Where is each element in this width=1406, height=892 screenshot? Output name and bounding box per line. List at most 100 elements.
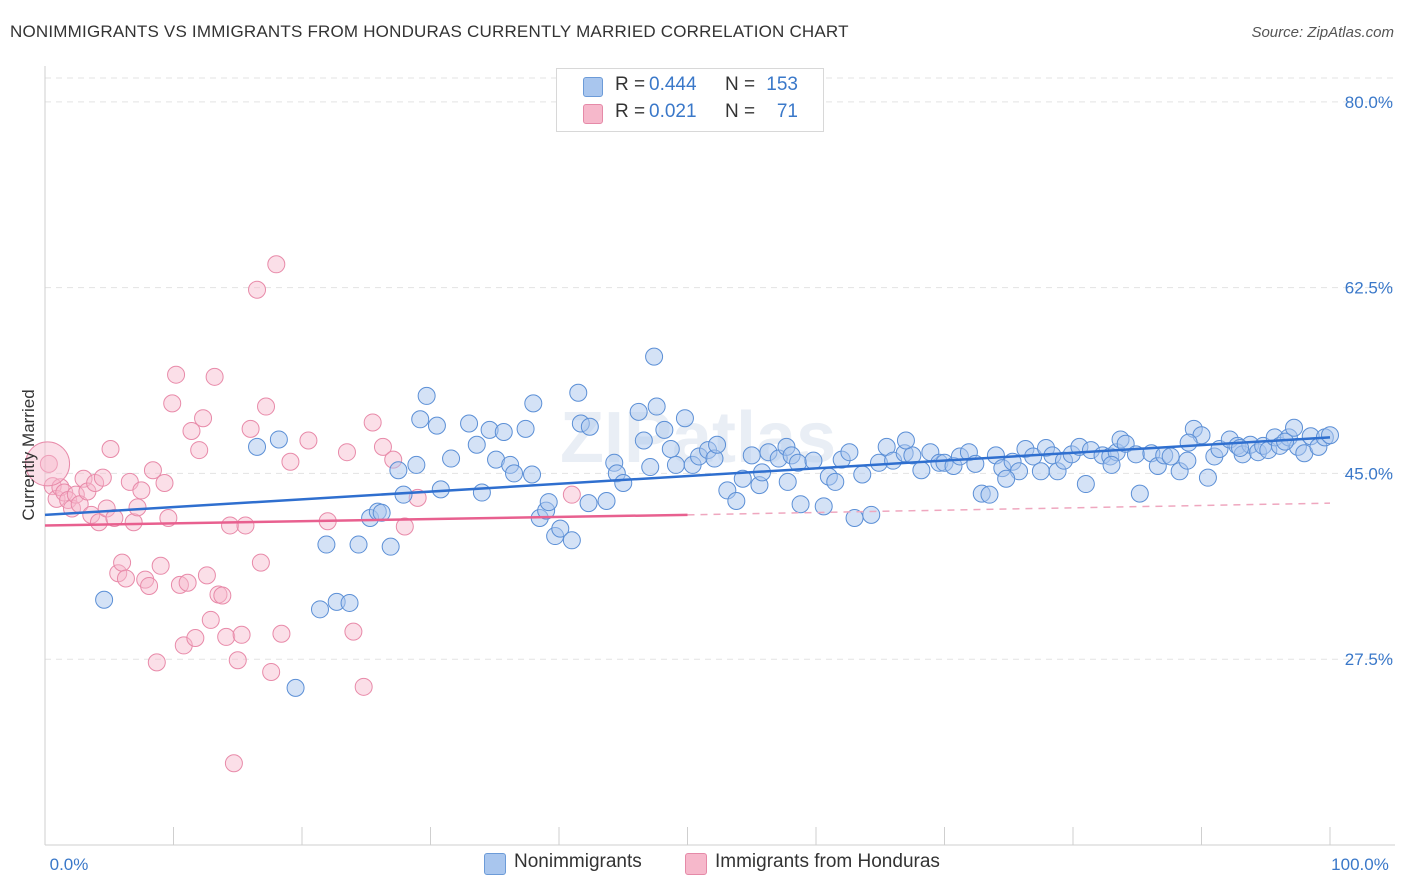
data-point-honduras xyxy=(267,255,286,274)
data-point-nonimmigrant xyxy=(569,383,588,402)
trend-line-honduras xyxy=(44,513,688,527)
data-point-honduras xyxy=(363,413,382,432)
stats-legend: R = 0.444 N = 153 R = 0.021 N = 71 xyxy=(556,68,824,132)
bottom-legend-label-honduras: Immigrants from Honduras xyxy=(715,851,940,872)
data-point-nonimmigrant xyxy=(551,519,570,538)
data-point-nonimmigrant xyxy=(791,495,810,514)
data-point-nonimmigrant xyxy=(372,503,391,522)
bottom-legend-label-nonimmigrants: Nonimmigrants xyxy=(514,851,642,872)
chart-title: NONIMMIGRANTS VS IMMIGRANTS FROM HONDURA… xyxy=(10,22,849,41)
data-point-nonimmigrant xyxy=(389,461,408,480)
data-point-nonimmigrant xyxy=(742,446,761,465)
trend-line-honduras-extrapolated xyxy=(687,502,1331,516)
data-point-nonimmigrant xyxy=(1198,468,1217,487)
data-point-honduras xyxy=(128,498,147,517)
data-point-nonimmigrant xyxy=(862,505,881,524)
data-point-nonimmigrant xyxy=(645,347,664,366)
data-point-honduras xyxy=(155,473,174,492)
data-point-nonimmigrant xyxy=(666,455,685,474)
data-point-nonimmigrant xyxy=(634,431,653,450)
data-point-honduras xyxy=(132,481,151,500)
data-point-honduras xyxy=(201,610,220,629)
gridlines xyxy=(45,77,1395,660)
data-point-nonimmigrant xyxy=(317,535,336,554)
data-point-nonimmigrant xyxy=(675,409,694,428)
legend-n-label: N = xyxy=(725,101,756,122)
data-point-nonimmigrant xyxy=(310,600,329,619)
data-point-nonimmigrant xyxy=(467,435,486,454)
x-tick-label-min: 0.0% xyxy=(50,855,89,874)
y-tick-label: 62.5% xyxy=(1345,279,1393,298)
data-point-nonimmigrant xyxy=(407,455,426,474)
data-point-honduras xyxy=(143,461,162,480)
data-point-honduras xyxy=(97,499,116,518)
y-tick-label: 45.0% xyxy=(1345,464,1393,483)
data-point-honduras xyxy=(197,566,216,585)
legend-r-value: 0.444 xyxy=(649,74,697,95)
data-point-honduras xyxy=(101,440,120,459)
data-point-honduras xyxy=(186,628,205,647)
data-point-honduras xyxy=(217,627,236,646)
data-point-nonimmigrant xyxy=(853,465,872,484)
data-point-nonimmigrant xyxy=(840,443,859,462)
data-point-honduras xyxy=(299,431,318,450)
data-point-honduras xyxy=(178,573,197,592)
data-point-honduras xyxy=(395,517,414,536)
x-tick-label-max: 100.0% xyxy=(1331,855,1389,874)
y-tick-label: 27.5% xyxy=(1345,650,1393,669)
data-point-nonimmigrant xyxy=(733,469,752,488)
data-point-honduras xyxy=(116,569,135,588)
data-point-nonimmigrant xyxy=(381,537,400,556)
data-point-nonimmigrant xyxy=(1178,451,1197,470)
data-point-honduras xyxy=(47,489,66,508)
data-point-honduras xyxy=(272,624,291,643)
data-point-nonimmigrant xyxy=(269,430,288,449)
legend-row-honduras: R = 0.021 N = 71 xyxy=(557,101,823,127)
data-point-nonimmigrant xyxy=(629,402,648,421)
data-point-honduras xyxy=(25,441,71,487)
data-point-honduras xyxy=(241,419,260,438)
data-point-nonimmigrant xyxy=(494,423,513,442)
legend-r-label: R = xyxy=(615,74,646,95)
data-point-nonimmigrant xyxy=(804,451,823,470)
data-point-honduras xyxy=(224,754,243,773)
data-point-honduras xyxy=(232,625,251,644)
bottom-legend-swatch-nonimmigrants xyxy=(484,853,506,875)
data-point-honduras xyxy=(236,516,255,535)
legend-row-nonimmigrants: R = 0.444 N = 153 xyxy=(557,74,823,100)
legend-swatch-honduras xyxy=(583,104,603,124)
data-point-nonimmigrant xyxy=(896,431,915,450)
legend-n-value: 71 xyxy=(776,101,798,122)
y-axis-label: Currently Married xyxy=(19,389,38,520)
data-point-nonimmigrant xyxy=(95,590,114,609)
data-point-honduras xyxy=(163,394,182,413)
data-point-honduras xyxy=(344,622,363,641)
data-point-nonimmigrant xyxy=(411,410,430,429)
data-point-nonimmigrant xyxy=(912,461,931,480)
data-point-nonimmigrant xyxy=(579,494,598,513)
legend-n-label: N = xyxy=(725,74,756,95)
data-point-nonimmigrant xyxy=(655,420,674,439)
data-point-nonimmigrant xyxy=(1161,447,1180,466)
legend-swatch-nonimmigrants xyxy=(583,77,603,97)
data-point-nonimmigrant xyxy=(708,435,727,454)
data-point-honduras xyxy=(262,662,281,681)
data-point-honduras xyxy=(170,575,189,594)
data-point-nonimmigrant xyxy=(460,414,479,433)
data-point-honduras xyxy=(167,365,186,384)
data-point-honduras xyxy=(228,651,247,670)
data-point-nonimmigrant xyxy=(1321,426,1339,445)
data-point-nonimmigrant xyxy=(997,469,1016,488)
data-point-honduras xyxy=(337,443,356,462)
data-point-nonimmigrant xyxy=(539,493,558,512)
y-tick-label: 80.0% xyxy=(1345,93,1393,112)
data-point-honduras xyxy=(151,556,170,575)
legend-r-value: 0.021 xyxy=(649,101,697,122)
data-point-nonimmigrant xyxy=(417,386,436,405)
data-point-nonimmigrant xyxy=(641,458,660,477)
data-point-nonimmigrant xyxy=(1076,475,1095,494)
data-point-nonimmigrant xyxy=(597,492,616,511)
trend-line-nonimmigrants xyxy=(44,436,1331,517)
honduras-points xyxy=(25,255,581,773)
